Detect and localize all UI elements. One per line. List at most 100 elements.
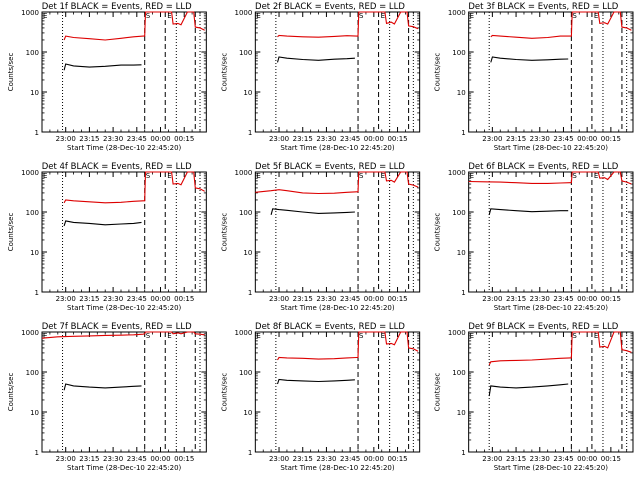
x-tick-label: 23:45 — [553, 455, 573, 463]
x-tick-label: 23:45 — [553, 295, 573, 303]
chart-title: Det 7f BLACK = Events, RED = LLD — [42, 322, 192, 332]
y-axis-label: Counts/sec — [7, 373, 15, 412]
x-tick-label: 00:00 — [577, 295, 597, 303]
lld-series-line — [277, 11, 419, 38]
plot-frame — [468, 171, 634, 293]
x-tick-label: 23:00 — [269, 455, 289, 463]
y-axis-label: Counts/sec — [220, 53, 228, 92]
x-tick-label: 23:00 — [269, 135, 289, 143]
chart-panel: Det 2f BLACK = Events, RED = LLD 1 10 100 10… — [220, 2, 421, 152]
x-tick-label: 23:45 — [340, 135, 360, 143]
x-tick-label: 23:15 — [293, 295, 313, 303]
lld-series-line — [41, 331, 205, 339]
plot-frame — [41, 11, 207, 133]
lld-series-line — [277, 331, 419, 361]
marker-label-e: E — [256, 332, 260, 340]
x-tick-label: 00:00 — [150, 295, 170, 303]
lld-series-line — [488, 331, 632, 366]
y-axis-label: Counts/sec — [220, 373, 228, 412]
x-axis-label: Start Time (28-Dec-10 22:45:20) — [67, 304, 181, 312]
marker-label-e: E — [256, 172, 260, 180]
x-tick-label: 23:30 — [530, 135, 550, 143]
marker-label-e: E — [470, 172, 474, 180]
x-tick-label: 23:00 — [269, 295, 289, 303]
marker-label-e: E — [43, 12, 47, 20]
x-tick-label: 00:00 — [150, 455, 170, 463]
x-tick-label: 23:30 — [103, 135, 123, 143]
marker-label-s: S — [359, 332, 364, 340]
x-tick-label: 00:15 — [601, 135, 621, 143]
marker-label-s: S — [146, 12, 151, 20]
x-tick-label: 00:15 — [387, 455, 407, 463]
x-tick-label: 23:00 — [56, 135, 76, 143]
x-tick-label: 23:45 — [340, 455, 360, 463]
y-tick-label: 100 — [26, 369, 39, 377]
events-series-line — [276, 378, 355, 385]
x-tick-label: 00:15 — [174, 455, 194, 463]
y-tick-label: 10 — [30, 409, 39, 417]
chart-panel: Det 9f BLACK = Events, RED = LLD 1 10 100 10… — [434, 322, 634, 472]
y-tick-label: 100 — [26, 49, 39, 57]
x-tick-label: 00:00 — [577, 135, 597, 143]
x-tick-label: 00:15 — [174, 135, 194, 143]
x-tick-label: 00:00 — [364, 455, 384, 463]
y-tick-label: 100 — [452, 49, 465, 57]
y-axis-label: Counts/sec — [434, 213, 442, 252]
marker-label-e: E — [594, 172, 598, 180]
x-tick-label: 23:30 — [530, 295, 550, 303]
y-tick-label: 1 — [461, 449, 465, 457]
y-tick-label: 10 — [457, 249, 466, 257]
y-tick-label: 10 — [457, 409, 466, 417]
x-tick-label: 23:00 — [482, 455, 502, 463]
y-tick-label: 1000 — [235, 169, 253, 177]
y-tick-label: 1 — [248, 449, 252, 457]
marker-label-s: S — [572, 172, 577, 180]
x-tick-label: 00:00 — [150, 135, 170, 143]
y-axis-label: Counts/sec — [220, 213, 228, 252]
marker-label-s: S — [572, 12, 577, 20]
x-tick-label: 23:15 — [293, 455, 313, 463]
y-tick-label: 1 — [461, 129, 465, 137]
x-tick-label: 23:15 — [506, 135, 526, 143]
x-tick-label: 23:00 — [56, 455, 76, 463]
y-tick-label: 1000 — [235, 329, 253, 337]
x-tick-label: 23:00 — [482, 295, 502, 303]
chart-panel: Det 7f BLACK = Events, RED = LLD 1 10 100 10… — [7, 322, 207, 472]
plot-frame — [254, 171, 421, 293]
chart-title: Det 1f BLACK = Events, RED = LLD — [42, 2, 192, 12]
x-axis-label: Start Time (28-Dec-10 22:45:20) — [280, 144, 394, 152]
y-tick-label: 100 — [452, 209, 465, 217]
chart-panel: Det 6f BLACK = Events, RED = LLD 1 10 100 10… — [434, 162, 634, 312]
x-tick-label: 23:45 — [340, 295, 360, 303]
lld-series-line — [63, 11, 205, 41]
y-tick-label: 1000 — [21, 329, 39, 337]
y-tick-label: 100 — [239, 209, 252, 217]
x-tick-label: 23:45 — [127, 455, 147, 463]
events-series-line — [488, 208, 569, 215]
x-tick-label: 00:15 — [601, 455, 621, 463]
marker-label-s: S — [359, 12, 364, 20]
y-tick-label: 100 — [26, 209, 39, 217]
x-axis-label: Start Time (28-Dec-10 22:45:20) — [67, 464, 181, 472]
chart-title: Det 5f BLACK = Events, RED = LLD — [255, 162, 405, 172]
chart-panel: Det 3f BLACK = Events, RED = LLD 1 10 100 10… — [434, 2, 634, 152]
x-tick-label: 23:00 — [482, 135, 502, 143]
x-tick-label: 23:15 — [79, 295, 99, 303]
x-tick-label: 23:15 — [293, 135, 313, 143]
y-tick-label: 1 — [248, 289, 252, 297]
chart-title: Det 8f BLACK = Events, RED = LLD — [255, 322, 405, 332]
y-tick-label: 100 — [239, 369, 252, 377]
x-tick-label: 23:30 — [316, 295, 336, 303]
x-axis-label: Start Time (28-Dec-10 22:45:20) — [67, 144, 181, 152]
y-axis-label: Counts/sec — [434, 53, 442, 92]
events-series-line — [63, 63, 142, 71]
marker-label-e: E — [470, 332, 474, 340]
y-axis-label: Counts/sec — [434, 373, 442, 412]
marker-label-e: E — [381, 332, 385, 340]
x-tick-label: 00:15 — [601, 295, 621, 303]
y-tick-label: 1 — [35, 449, 39, 457]
x-tick-label: 00:15 — [174, 295, 194, 303]
y-axis-label: Counts/sec — [7, 213, 15, 252]
y-tick-label: 1000 — [448, 169, 466, 177]
plot-frame — [468, 11, 634, 133]
